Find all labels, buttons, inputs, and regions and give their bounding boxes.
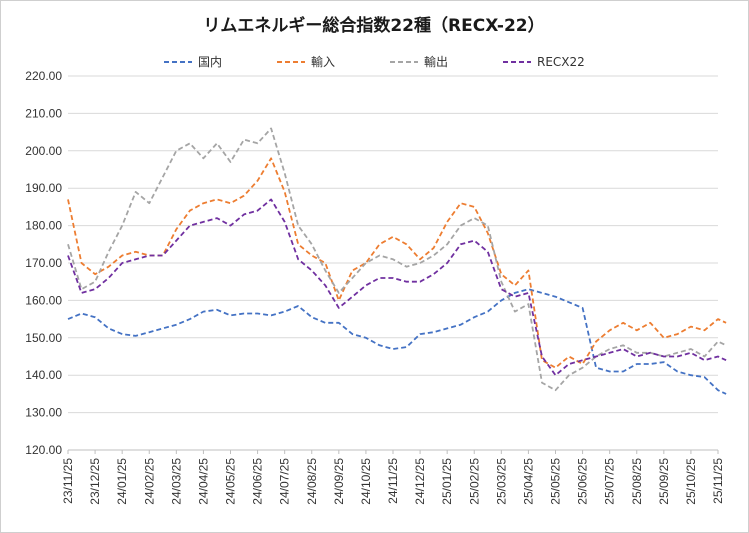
x-tick-label: 25/04/25	[521, 458, 535, 505]
x-tick-label: 24/01/25	[115, 458, 129, 505]
y-tick-label: 210.00	[25, 106, 62, 120]
x-tick-label: 24/02/25	[142, 458, 156, 505]
series-line-3	[67, 127, 727, 392]
series-line-4	[67, 198, 727, 377]
x-tick-label: 24/05/25	[224, 458, 238, 505]
chart-title: リムエネルギー総合指数22種（RECX-22）	[203, 15, 544, 36]
x-tick-label: 23/12/25	[88, 458, 102, 505]
x-tick-label: 24/09/25	[332, 458, 346, 505]
x-tick-label: 24/04/25	[196, 458, 210, 505]
y-tick-label: 180.00	[25, 219, 62, 233]
y-tick-label: 140.00	[25, 368, 62, 382]
y-tick-label: 150.00	[25, 331, 62, 345]
x-tick-label: 25/01/25	[440, 458, 454, 505]
x-tick-label: 24/08/25	[305, 458, 319, 505]
x-tick-label: 25/11/25	[711, 458, 725, 504]
y-tick-label: 190.00	[25, 181, 62, 195]
x-tick-label: 25/03/25	[494, 458, 508, 505]
y-tick-label: 170.00	[25, 256, 62, 270]
x-tick-label: 24/03/25	[169, 458, 183, 505]
x-tick-label: 24/12/25	[413, 458, 427, 505]
legend-label: 国内	[198, 55, 222, 69]
x-tick-label: 24/07/25	[278, 458, 292, 505]
y-tick-label: 120.00	[25, 443, 62, 457]
x-tick-label: 25/06/25	[576, 458, 590, 505]
y-tick-label: 200.00	[25, 144, 62, 158]
legend-label: RECX22	[537, 55, 585, 69]
series-line-1	[67, 288, 727, 395]
y-tick-label: 220.00	[25, 69, 62, 83]
legend: 国内 輸入 輸出 RECX22	[164, 54, 585, 69]
x-tick-label: 25/09/25	[657, 458, 671, 505]
series-lines	[67, 127, 727, 395]
x-tick-label: 24/11/25	[386, 458, 400, 504]
legend-label: 輸入	[311, 54, 335, 69]
x-tick-label: 25/02/25	[467, 458, 481, 505]
legend-label: 輸出	[424, 54, 448, 69]
x-tick-label: 25/10/25	[684, 458, 698, 505]
x-tick-label: 24/06/25	[251, 458, 265, 505]
x-axis: 23/11/25 23/12/25 24/01/25 24/02/25 24/03/25…	[61, 450, 725, 505]
y-tick-label: 160.00	[25, 293, 62, 307]
x-tick-label: 25/08/25	[630, 458, 644, 505]
y-tick-label: 130.00	[25, 406, 62, 420]
y-axis: 120.00 130.00 140.00 150.00 160.00 170.00 180.…	[25, 69, 62, 457]
x-tick-label: 23/11/25	[61, 458, 75, 504]
x-tick-label: 25/05/25	[549, 458, 563, 505]
x-tick-label: 24/10/25	[359, 458, 373, 505]
x-tick-label: 25/07/25	[603, 458, 617, 505]
gridlines	[68, 75, 718, 451]
